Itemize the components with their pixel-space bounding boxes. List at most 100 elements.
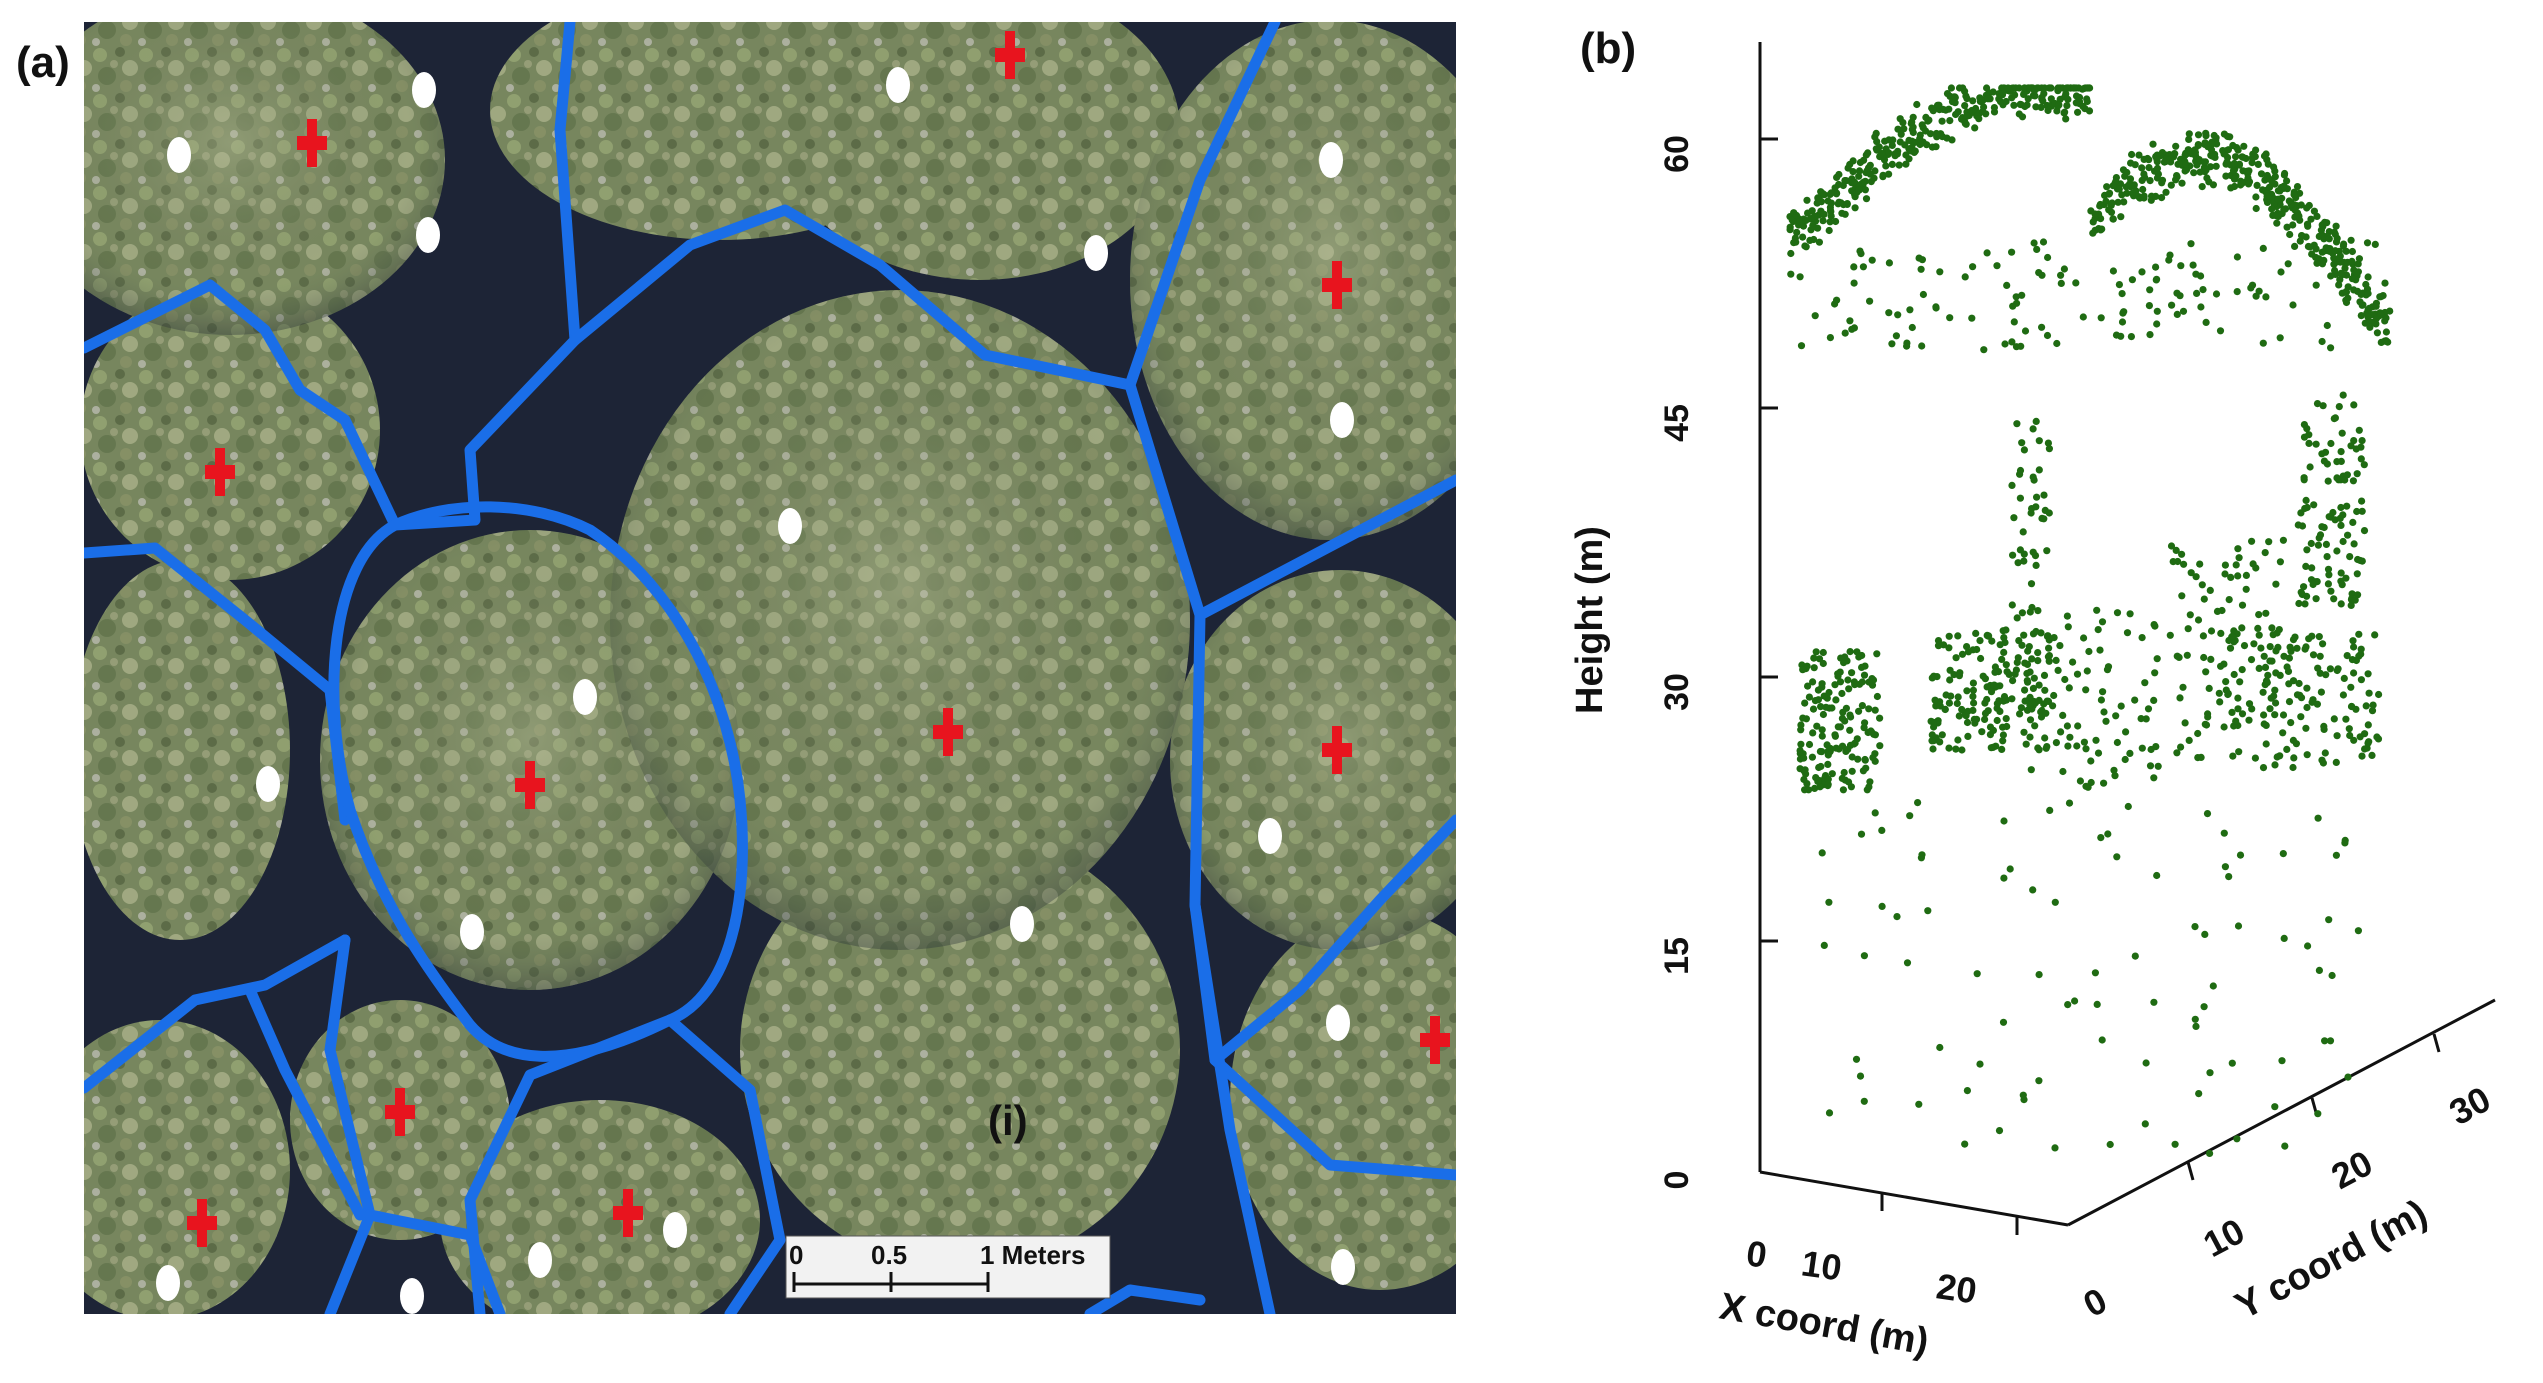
- point-cloud-point: [1915, 254, 1923, 262]
- point-cloud-point: [1824, 775, 1832, 783]
- red-cross-marker: [297, 119, 327, 167]
- point-cloud-point: [2153, 307, 2161, 315]
- point-cloud-point: [2330, 595, 2338, 603]
- point-cloud-point: [2283, 223, 2291, 231]
- point-cloud-point: [2260, 152, 2269, 160]
- point-cloud-point: [2146, 286, 2154, 294]
- point-cloud-point: [2021, 686, 2029, 694]
- point-cloud-point: [2220, 829, 2228, 837]
- point-cloud-point: [2049, 702, 2057, 710]
- point-cloud-point: [2045, 657, 2053, 665]
- point-cloud-point: [2228, 1059, 2236, 1067]
- point-cloud-point: [2273, 753, 2281, 761]
- point-cloud-point: [2332, 851, 2340, 859]
- point-cloud-point: [1911, 147, 1919, 155]
- point-cloud-point: [2002, 626, 2010, 634]
- point-cloud-point: [2302, 643, 2310, 651]
- point-cloud-point: [2291, 633, 2299, 641]
- point-cloud-point: [1990, 104, 1998, 112]
- point-cloud-point: [1954, 693, 1962, 701]
- point-cloud-point: [2055, 101, 2063, 109]
- point-cloud-point: [2041, 506, 2049, 514]
- point-cloud-point: [2301, 504, 2309, 513]
- point-cloud-point: [2021, 102, 2029, 111]
- point-cloud-point: [1796, 747, 1804, 755]
- point-cloud-point: [2210, 131, 2218, 140]
- point-cloud-point: [1915, 1100, 1923, 1108]
- point-cloud-point: [1903, 959, 1912, 967]
- point-cloud-point: [2356, 556, 2364, 565]
- point-cloud-point: [2323, 553, 2331, 561]
- x-axis-line: [1759, 1170, 2069, 1227]
- point-cloud-point: [2041, 734, 2049, 742]
- point-cloud-point: [2192, 1022, 2200, 1030]
- point-cloud-point: [2296, 237, 2304, 245]
- point-cloud-point: [2228, 632, 2237, 640]
- point-cloud-point: [2298, 590, 2306, 599]
- point-cloud-point: [1902, 160, 1910, 168]
- point-cloud-point: [2240, 642, 2249, 650]
- point-cloud-point: [2333, 732, 2341, 740]
- point-cloud-point: [2280, 182, 2288, 190]
- point-cloud-point: [1928, 737, 1936, 745]
- point-cloud-point: [2347, 442, 2355, 450]
- point-cloud-point: [1981, 699, 1989, 707]
- point-cloud-point: [2297, 201, 2305, 209]
- point-cloud-point: [1871, 706, 1879, 714]
- point-cloud-point: [2257, 170, 2266, 178]
- point-cloud-point: [2254, 624, 2262, 633]
- point-cloud-point: [2178, 550, 2186, 558]
- point-cloud-point: [2150, 696, 2158, 705]
- point-cloud-point: [2350, 736, 2358, 744]
- point-cloud-point: [1888, 340, 1896, 348]
- point-cloud-point: [2144, 705, 2153, 713]
- point-cloud-point: [2079, 102, 2087, 110]
- point-cloud-point: [2339, 691, 2347, 699]
- point-cloud-point: [1832, 217, 1840, 226]
- point-cloud-point: [2316, 669, 2324, 677]
- point-cloud-point: [1866, 297, 1874, 305]
- point-cloud-point: [2345, 725, 2353, 733]
- point-cloud-point: [2290, 191, 2298, 199]
- point-cloud-point: [2177, 743, 2185, 751]
- point-cloud-point: [1932, 129, 1940, 138]
- point-cloud-point: [1825, 1109, 1834, 1117]
- point-cloud-point: [2104, 830, 2112, 838]
- point-cloud-point: [2189, 261, 2197, 269]
- point-cloud-point: [2191, 923, 2199, 931]
- point-cloud-point: [2194, 131, 2203, 139]
- point-cloud-point: [2045, 644, 2053, 652]
- point-cloud-point: [2167, 542, 2176, 550]
- point-cloud-point: [2191, 146, 2199, 154]
- point-cloud-point: [2115, 281, 2123, 289]
- point-cloud-point: [2167, 181, 2175, 189]
- point-cloud-point: [1978, 728, 1986, 736]
- point-cloud-point: [2263, 679, 2271, 687]
- point-cloud-point: [2022, 740, 2030, 748]
- point-cloud-point: [2350, 669, 2358, 677]
- point-cloud-point: [2040, 491, 2048, 499]
- point-cloud-point: [1918, 342, 1926, 350]
- point-cloud-point: [2314, 814, 2322, 822]
- point-cloud-point: [2222, 678, 2230, 686]
- point-cloud-point: [1987, 744, 1995, 752]
- point-cloud-point: [1928, 674, 1936, 682]
- point-cloud-point: [1932, 143, 1940, 151]
- point-cloud-point: [2337, 503, 2345, 512]
- point-cloud-point: [2135, 151, 2143, 159]
- point-cloud-point: [1896, 138, 1904, 146]
- point-cloud-point: [1865, 678, 1873, 686]
- point-cloud-point: [2037, 103, 2045, 111]
- point-cloud-point: [2173, 652, 2181, 660]
- point-cloud-point: [2008, 695, 2016, 703]
- point-cloud-point: [2179, 683, 2187, 691]
- point-cloud-point: [2200, 595, 2208, 603]
- point-cloud-point: [1816, 783, 1824, 791]
- point-cloud-point: [2252, 146, 2260, 154]
- point-cloud-point: [2063, 722, 2071, 730]
- point-cloud-point: [2187, 569, 2195, 577]
- point-cloud-point: [1852, 1055, 1861, 1063]
- point-cloud-point: [2209, 181, 2217, 189]
- point-cloud-point: [2123, 629, 2132, 637]
- point-cloud-point: [2046, 806, 2054, 815]
